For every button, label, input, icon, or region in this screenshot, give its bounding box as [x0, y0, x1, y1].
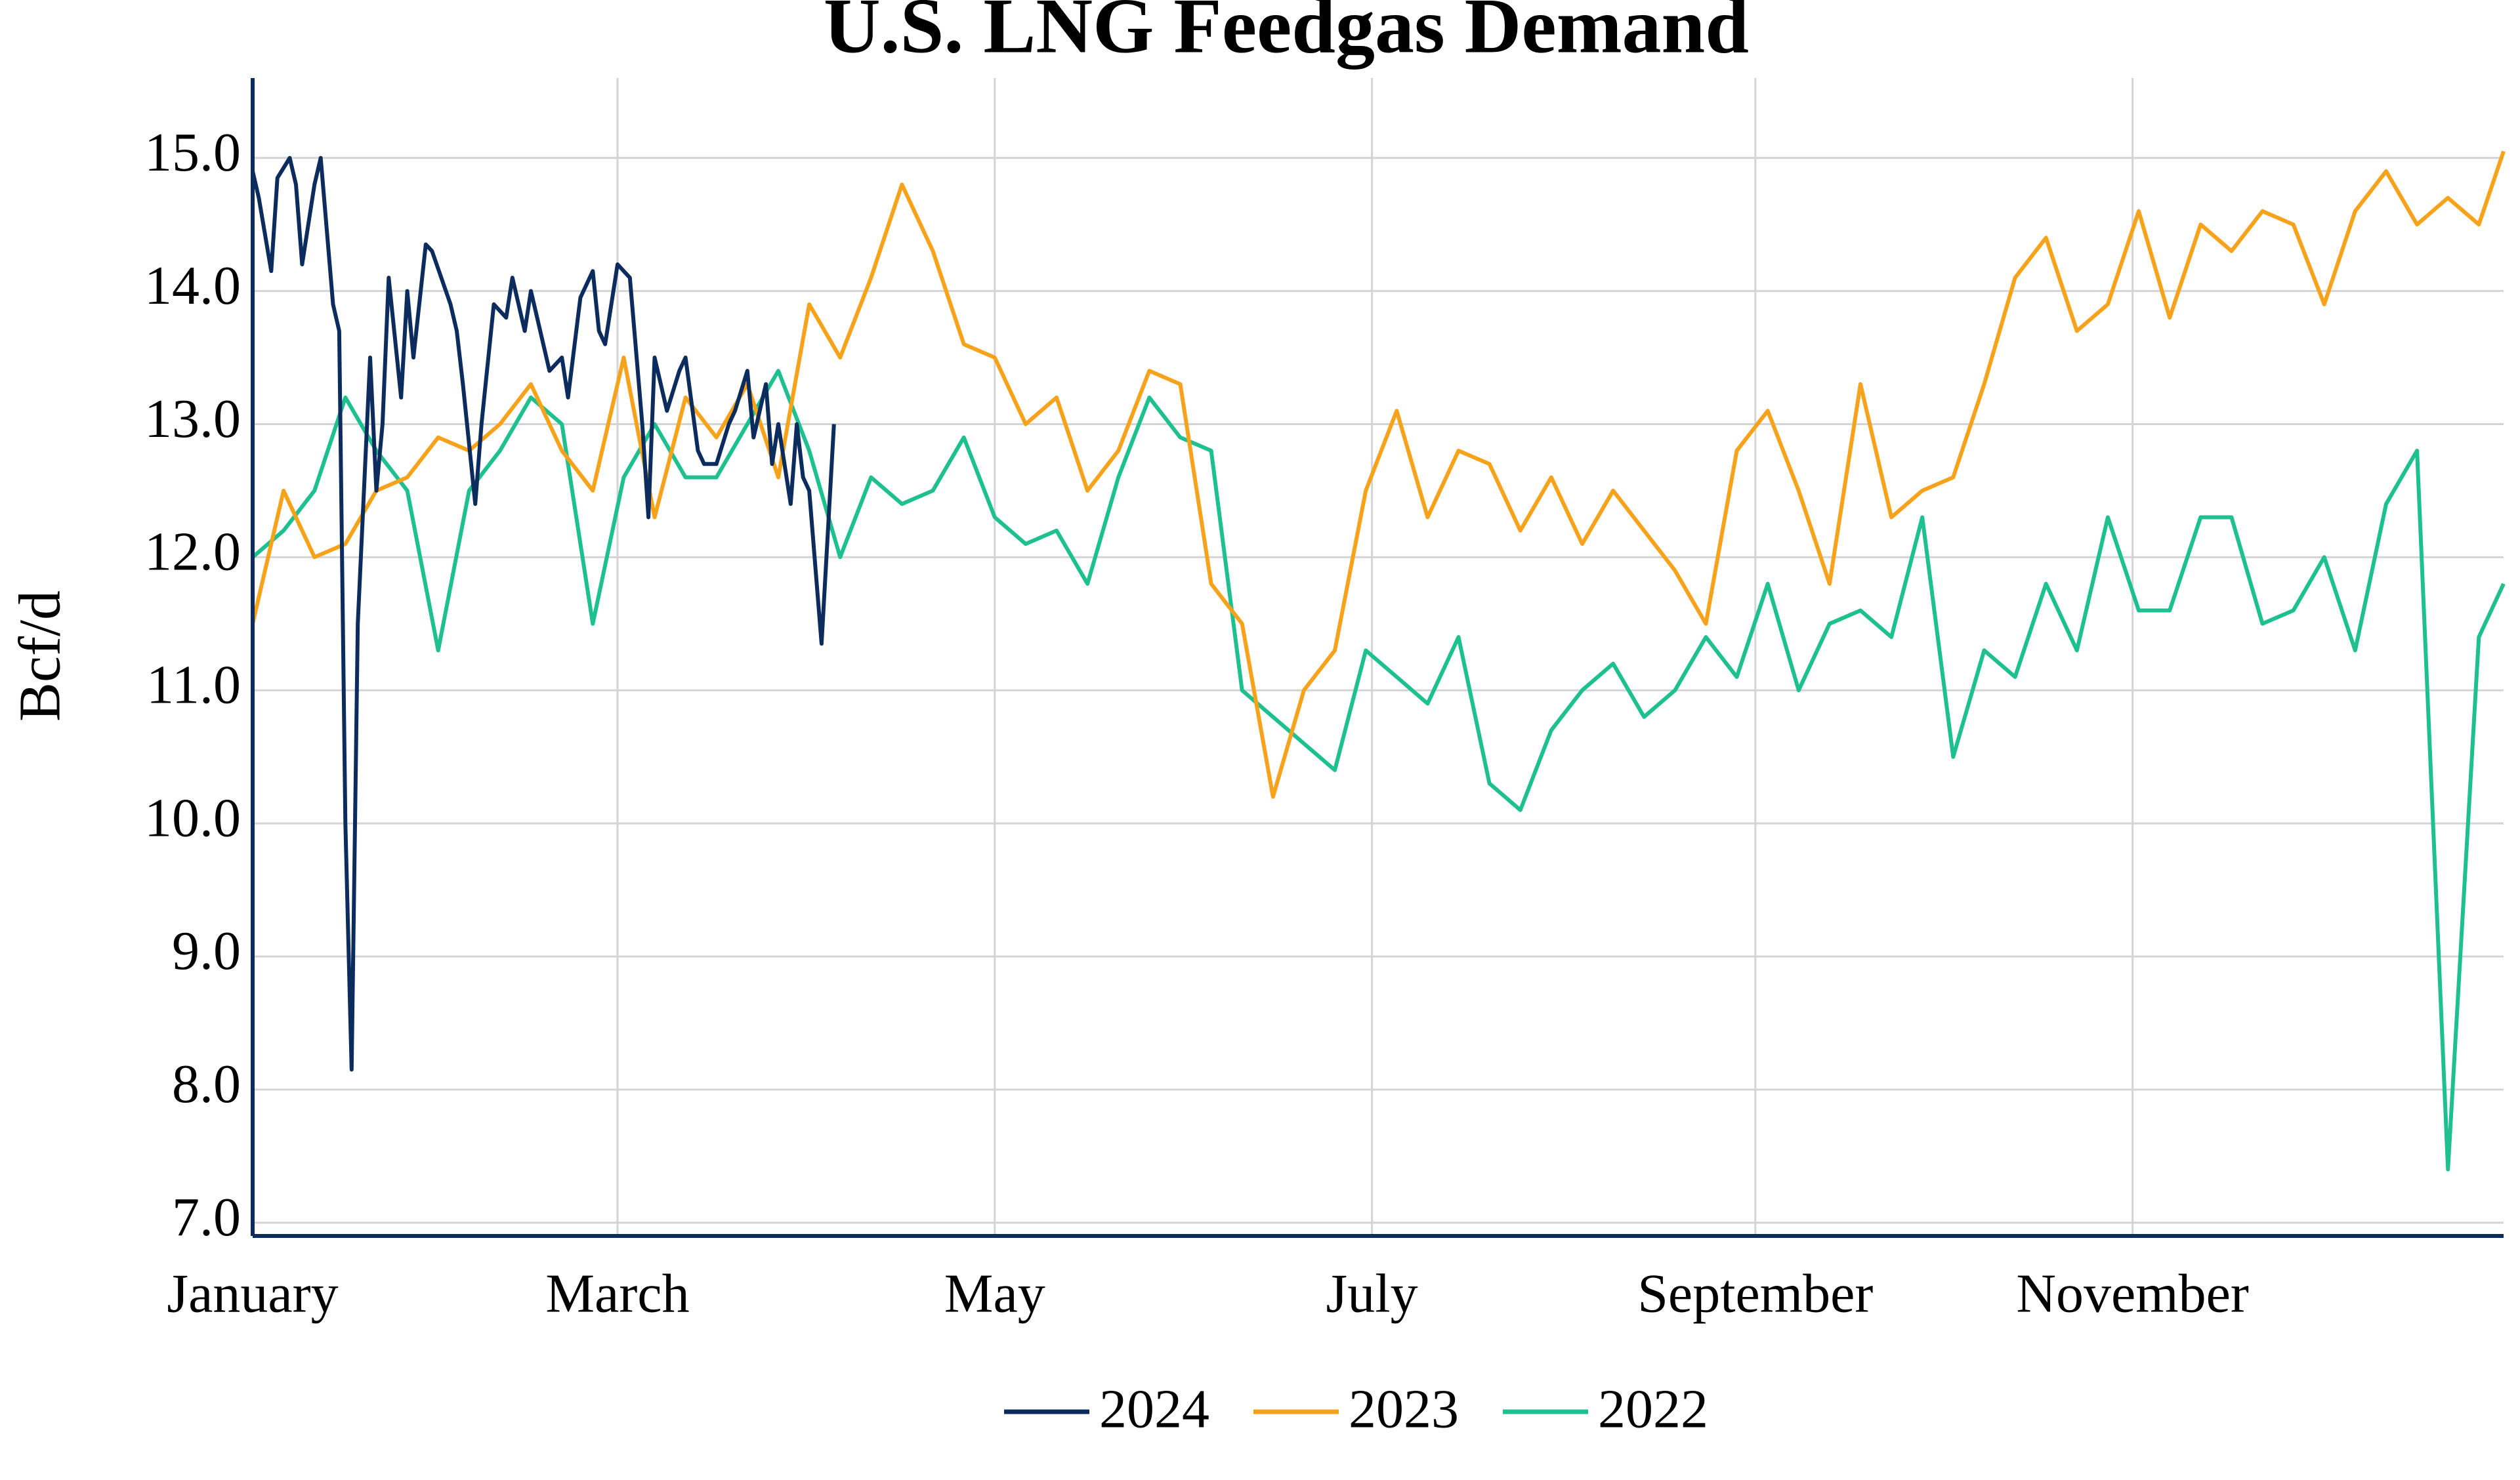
y-tick-label: 9.0 [172, 920, 241, 981]
chart-title: U.S. LNG Feedgas Demand [824, 0, 1749, 70]
series-line [251, 369, 2506, 1172]
y-tick-label: 7.0 [172, 1187, 241, 1248]
y-tick-label: 12.0 [144, 522, 241, 583]
x-tick-label: September [1637, 1263, 1873, 1324]
x-tick-label: March [545, 1263, 689, 1324]
legend-label: 2022 [1598, 1378, 1708, 1439]
y-tick-label: 10.0 [144, 787, 241, 848]
y-tick-label: 8.0 [172, 1054, 241, 1115]
y-tick-label: 15.0 [144, 122, 241, 183]
series-line [251, 155, 836, 1072]
x-tick-label: January [167, 1263, 338, 1324]
y-tick-label: 11.0 [146, 654, 241, 715]
series-line [251, 150, 2506, 799]
y-axis-label: Bcf/d [8, 590, 73, 722]
y-tick-label: 14.0 [144, 255, 241, 316]
x-tick-label: July [1326, 1263, 1418, 1324]
x-tick-label: May [944, 1263, 1045, 1324]
x-tick-label: November [2016, 1263, 2249, 1324]
legend-label: 2024 [1099, 1378, 1209, 1439]
y-tick-label: 13.0 [144, 388, 241, 449]
legend-label: 2023 [1349, 1378, 1459, 1439]
